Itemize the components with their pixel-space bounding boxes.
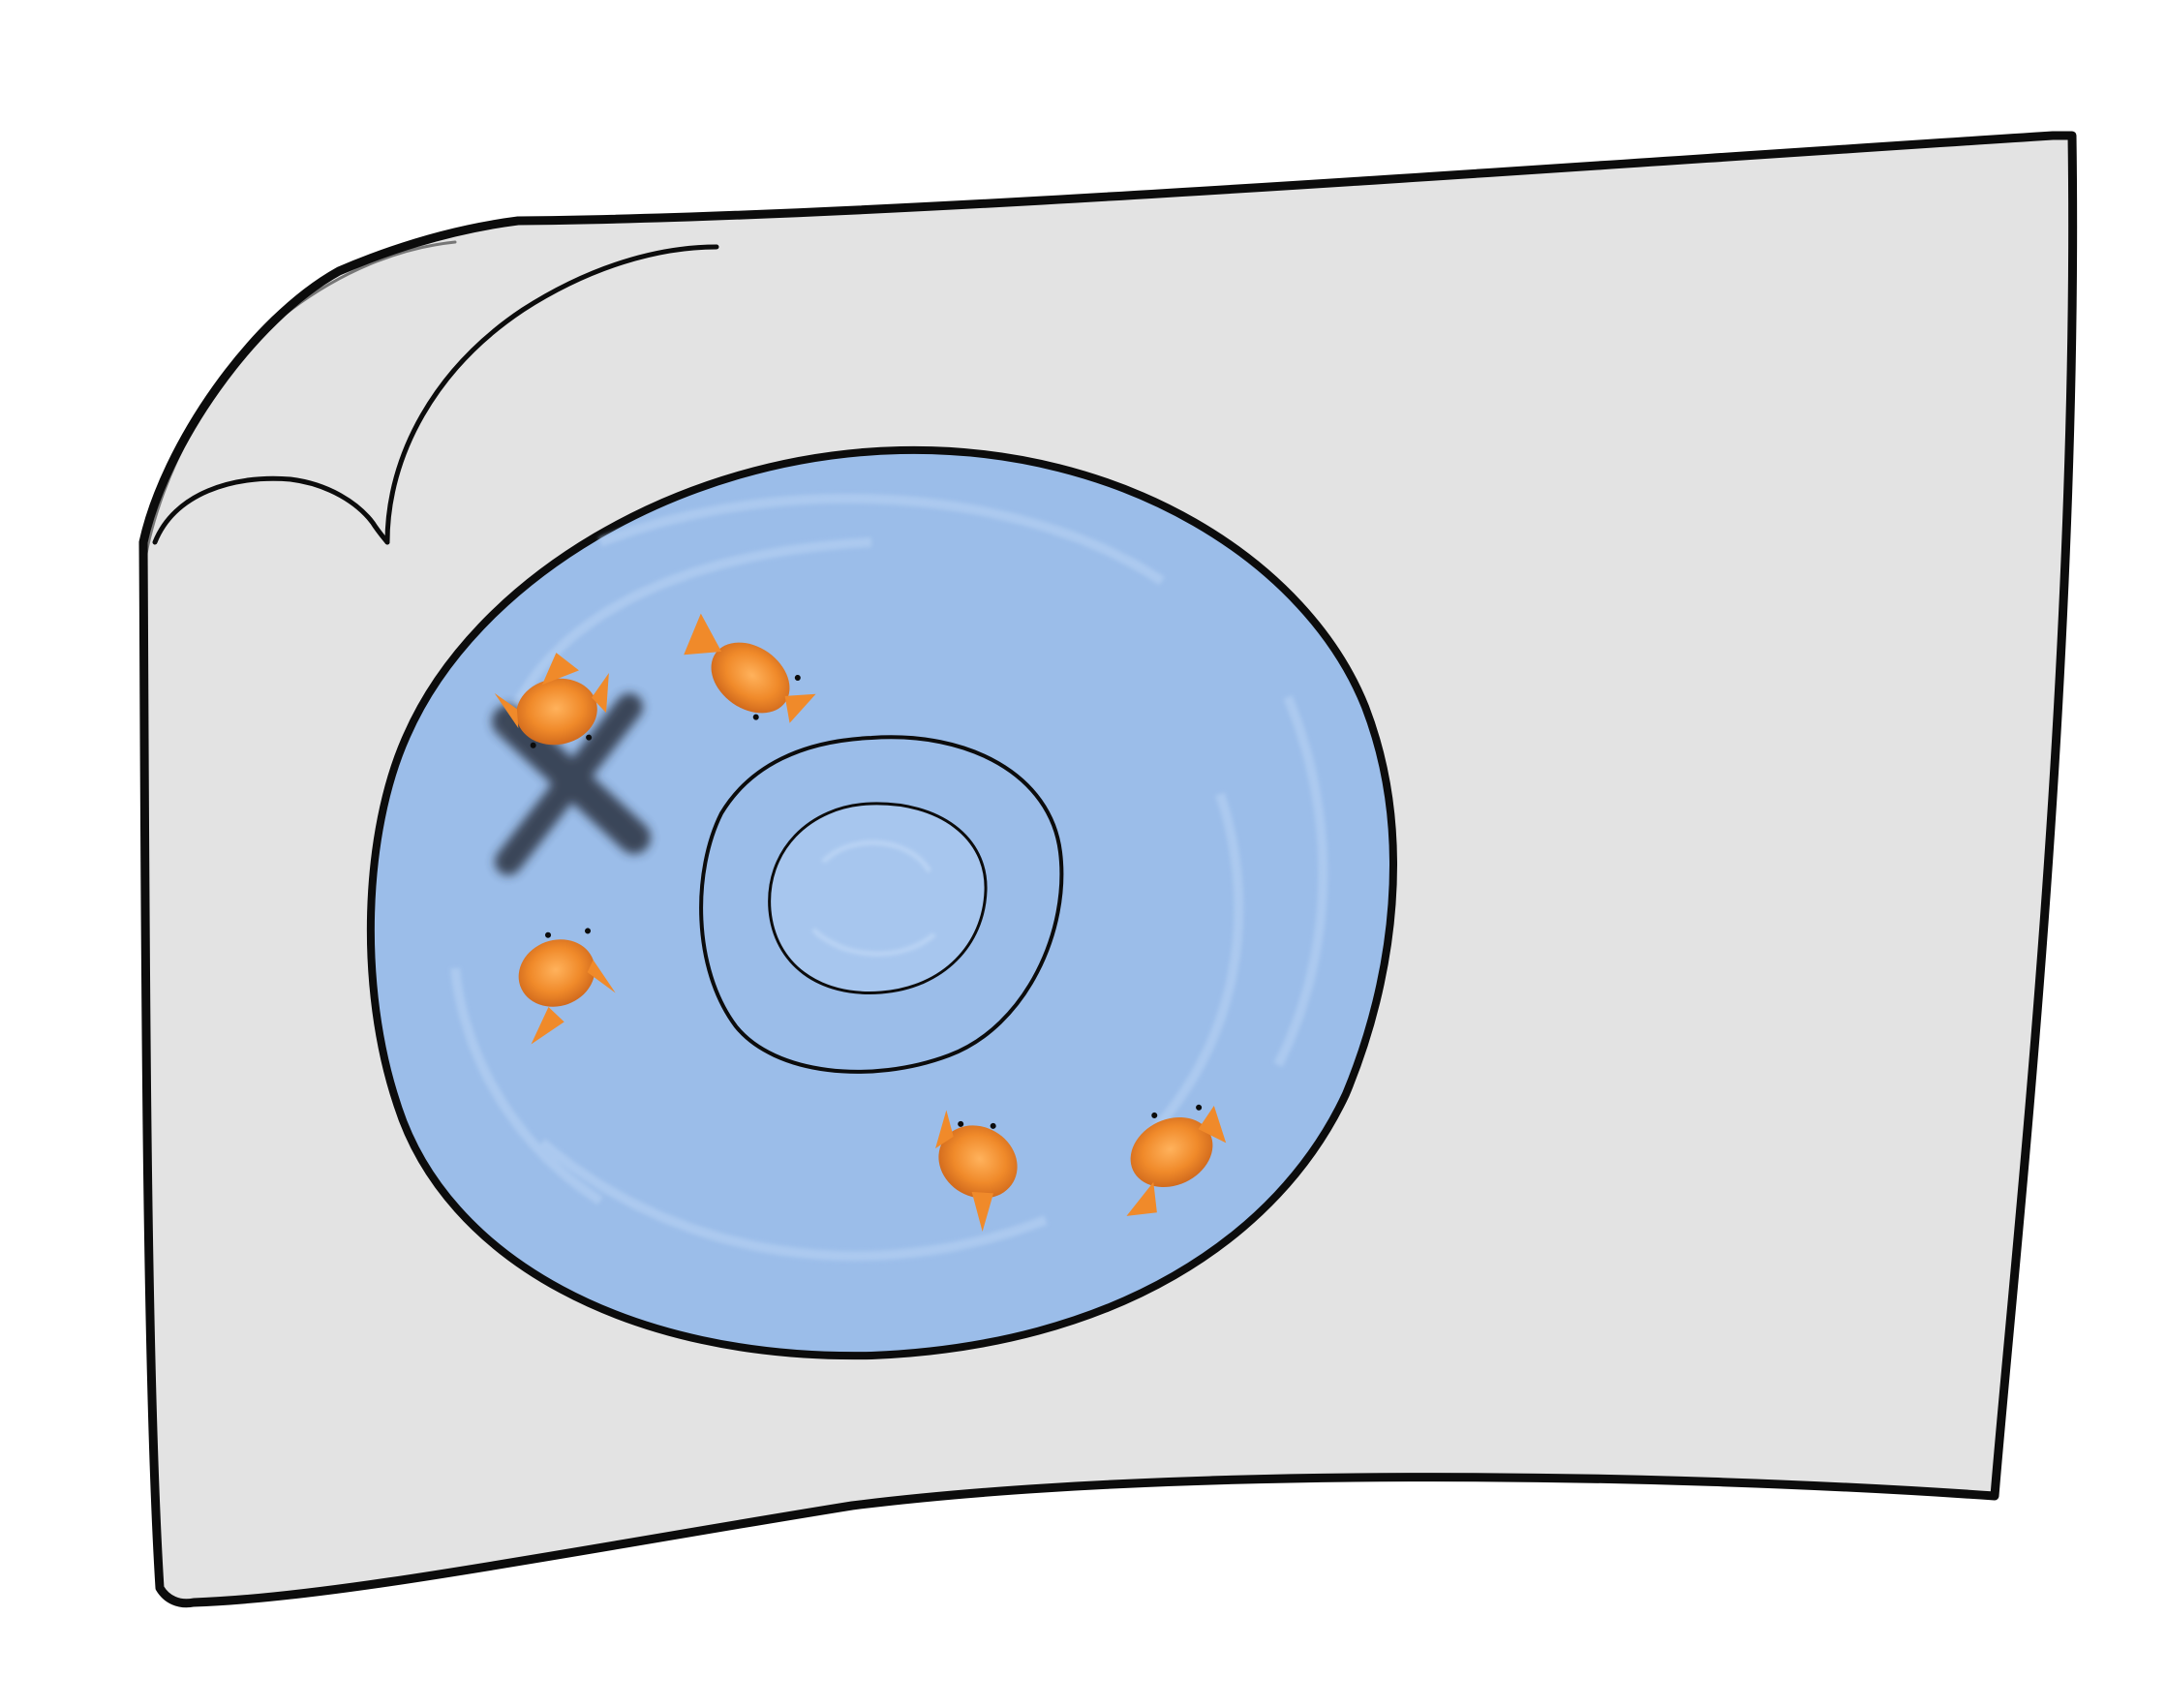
fish-3	[518, 928, 616, 1045]
pond	[366, 445, 1397, 1360]
fish-4	[935, 1110, 1018, 1232]
fish-5	[1126, 1104, 1227, 1216]
ripple-lines	[450, 493, 1328, 1262]
x-mark	[492, 693, 651, 875]
inner-ring	[768, 802, 988, 994]
fish-2	[684, 613, 816, 723]
outer-ring	[699, 735, 1064, 1074]
